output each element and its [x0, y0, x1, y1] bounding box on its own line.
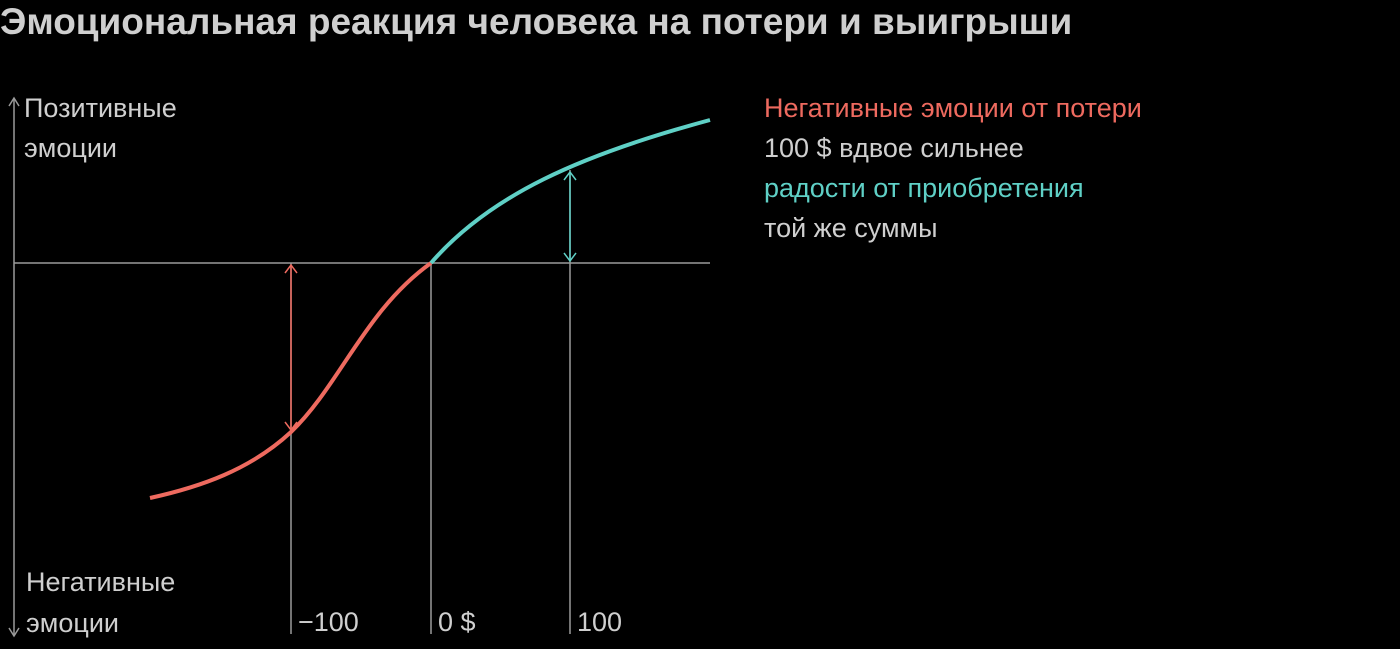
axes [8, 96, 710, 638]
annotation: 100 $ вдвое сильнее [764, 133, 1024, 163]
axis-label: эмоции [24, 133, 117, 163]
x-label: 100 [577, 607, 622, 637]
annotation: радости от приобретения [764, 173, 1084, 203]
axis-label: Негативные [26, 567, 175, 597]
annotation: той же суммы [764, 213, 937, 243]
annotation: Негативные эмоции от потери [764, 93, 1142, 123]
x-label: 0 $ [438, 607, 476, 637]
gain-curve [429, 118, 711, 265]
gain-arrow [563, 170, 577, 263]
axis-label: эмоции [26, 608, 119, 638]
axis-label: Позитивные [24, 93, 177, 123]
x-label: −100 [298, 607, 359, 637]
loss-curve [149, 261, 433, 500]
loss-arrow [284, 263, 298, 432]
title: Эмоциональная реакция человека на потери… [0, 1, 1072, 42]
